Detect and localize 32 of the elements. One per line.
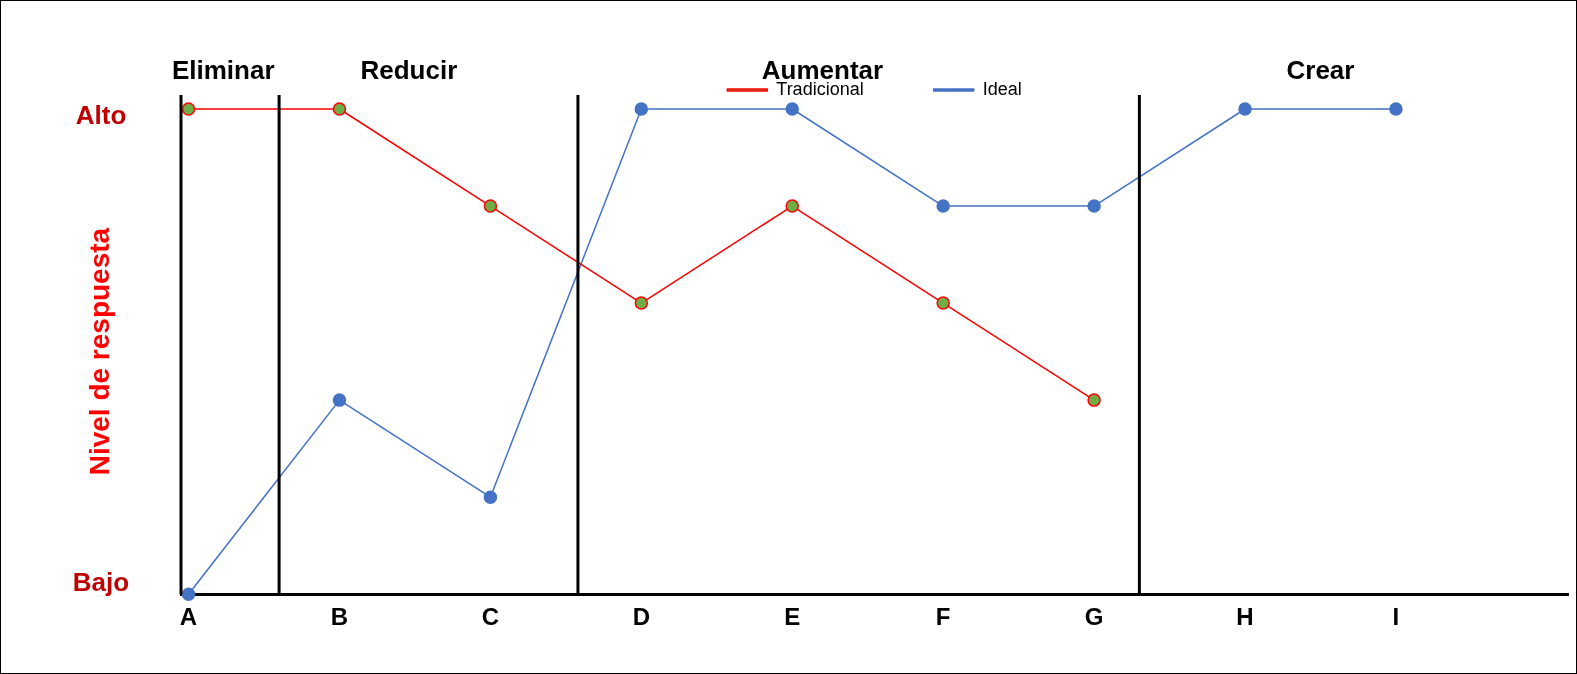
text: Reducir [360,55,458,86]
point [634,102,649,116]
point [785,102,799,116]
point [1087,393,1101,407]
x-tick-label: H [1236,603,1254,631]
text: Eliminar [171,55,275,86]
point [332,102,347,116]
x-tick-label: B [330,603,349,631]
y-axis-title: Nivel de respuesta [83,227,115,476]
point [634,296,649,310]
x-tick-label: E [784,603,801,631]
x-tick-label: I [1392,603,1400,631]
x-tick-label: G [1084,603,1104,631]
text: Alto [75,100,127,131]
text: Bajo [72,567,130,598]
x-tick-label: C [481,603,500,631]
point [181,587,196,601]
text: Crear [1286,55,1355,86]
x-tick-label: D [632,603,650,631]
point [483,490,498,504]
point [785,199,799,213]
x-tick-label: F [935,603,951,631]
point [1087,199,1101,213]
point [1238,102,1252,116]
point [1389,102,1403,116]
point [483,199,498,213]
point [936,199,950,213]
x-tick-label: A [179,603,198,631]
legend-label: Ideal [982,78,1022,99]
point [936,296,950,310]
point [181,102,196,116]
point [332,393,347,407]
